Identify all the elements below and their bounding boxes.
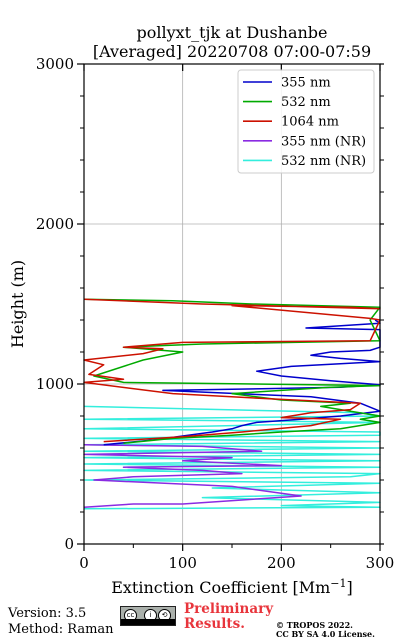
y-tick-label: 0 [64,535,74,553]
legend-label-532-nm: 532 nm [281,95,331,110]
y-tick-label: 2000 [36,215,74,233]
x-tick-label: 100 [168,554,197,572]
legend-box [237,69,375,174]
x-tick-label: 300 [366,554,395,572]
results-label: Results. [184,616,245,632]
series-line-1064-nm [83,298,381,443]
y-axis-label: Height (m) [8,260,27,348]
preliminary-label: Preliminary [184,601,274,617]
legend-label-355-nm: 355 nm [281,76,331,91]
version-text: Version: 3.5 [8,606,87,621]
x-axis-label: Extinction Coefficient [Mm−1] [111,577,353,597]
chart-subtitle: [Averaged] 20220708 07:00-07:59 [93,42,371,61]
license-text: CC BY SA 4.0 License. [276,629,375,639]
x-tick-label: 200 [267,554,296,572]
series-line-532-nm-nr [83,405,381,510]
legend-label-1064-nm: 1064 nm [281,115,339,130]
y-tick-label: 3000 [36,55,74,73]
y-tick-label: 1000 [36,375,74,393]
cc-license-badge: cc i ⟲ [120,606,176,626]
copyright-text: © TROPOS 2022. [276,620,353,630]
method-text: Method: Raman [8,622,114,637]
ticks [77,63,384,551]
x-axis-label-exponent: −1 [330,577,346,590]
cc-icon: cc [124,609,137,622]
x-tick-label: 0 [79,554,89,572]
legend-label-355-nm-nr: 355 nm (NR) [281,134,366,149]
legend: 355 nm 532 nm 1064 nm 355 nm (NR) 532 nm (NR… [237,69,375,174]
series-line-532-nm [83,298,381,444]
chart-title: pollyxt_tjk at Dushanbe [136,23,327,42]
series-line-355-nm-nr [83,444,302,508]
legend-label-532-nm-nr: 532 nm (NR) [281,154,366,169]
